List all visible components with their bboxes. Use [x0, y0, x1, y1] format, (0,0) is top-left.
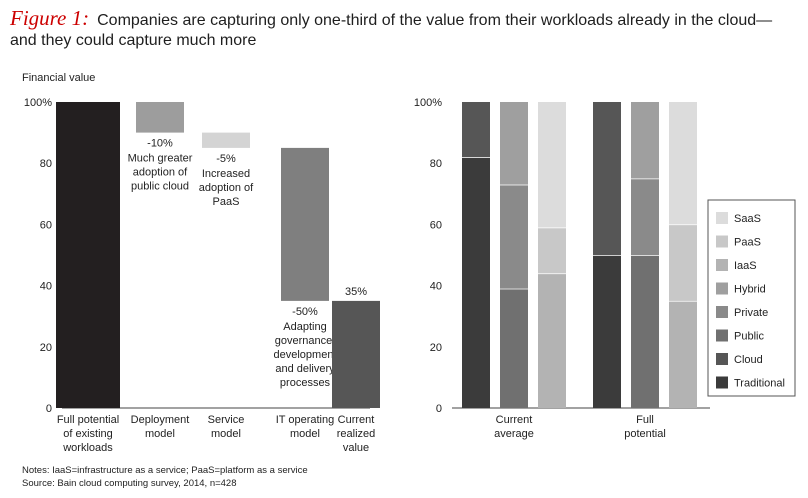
waterfall-annotation-line: development: [274, 349, 337, 361]
legend-swatch: [716, 306, 728, 318]
x-group-label: Full: [636, 414, 654, 426]
waterfall-value-label: -5%: [216, 153, 236, 165]
stacked-segment: [500, 288, 528, 408]
stacked-segment: [462, 102, 490, 158]
chart-title-line-1: Figure 1: Companies are capturing only on…: [10, 6, 772, 31]
footnote-source: Source: Bain cloud computing survey, 201…: [22, 478, 237, 489]
legend-swatch: [716, 353, 728, 365]
x-category-label: Deployment: [131, 414, 190, 426]
stacked-segment: [462, 157, 490, 408]
stacked-segment: [538, 273, 566, 408]
y-tick-label: 40: [40, 281, 52, 293]
stacked-segment: [538, 102, 566, 228]
legend-label: IaaS: [734, 260, 757, 272]
waterfall-annotation-line: Adapting: [283, 321, 326, 333]
legend-swatch: [716, 259, 728, 271]
x-group-label: average: [494, 428, 534, 440]
x-category-label: Full potential: [57, 414, 119, 426]
y-tick-label: 20: [40, 342, 52, 354]
stacked-segment: [669, 300, 697, 408]
waterfall-annotation-line: and delivery: [275, 363, 335, 375]
legend-swatch: [716, 235, 728, 248]
stacked-segment: [593, 102, 621, 255]
y-tick-label: 0: [46, 403, 52, 415]
x-category-label: Service: [208, 414, 245, 426]
y-tick-label: 60: [430, 219, 442, 231]
legend-label: PaaS: [734, 237, 761, 249]
waterfall-value-label: -10%: [147, 138, 173, 150]
waterfall-bar-1: [136, 102, 184, 133]
legend-label: Private: [734, 307, 768, 319]
legend-label: SaaS: [734, 213, 761, 225]
waterfall-bar-4: [332, 300, 380, 408]
stacked-segment: [631, 178, 659, 255]
x-category-label: model: [211, 428, 241, 440]
footnote-notes: Notes: IaaS=infrastructure as a service;…: [22, 465, 308, 476]
stacked-segment: [669, 102, 697, 225]
waterfall-annotation-line: public cloud: [131, 181, 189, 193]
stacked-segment: [593, 255, 621, 408]
x-group-label: Current: [496, 414, 533, 426]
y-axis-title: Financial value: [22, 72, 95, 84]
y-tick-label: 80: [430, 158, 442, 170]
y-tick-label: 40: [430, 281, 442, 293]
waterfall-annotation-line: Much greater: [128, 153, 193, 165]
x-category-label: Current: [338, 414, 375, 426]
stacked-segment: [500, 184, 528, 289]
figure-label: Figure 1:: [10, 6, 90, 30]
legend-swatch: [716, 282, 728, 295]
legend-label: Traditional: [734, 378, 785, 390]
stacked-segment: [669, 224, 697, 301]
x-category-label: of existing: [63, 428, 113, 440]
y-tick-label: 80: [40, 158, 52, 170]
waterfall-bar-0: [56, 102, 120, 408]
waterfall-annotation-line: Increased: [202, 168, 250, 180]
waterfall-annotation-line: adoption of: [133, 167, 188, 179]
x-category-label: model: [145, 428, 175, 440]
stacked-segment: [538, 227, 566, 274]
waterfall-annotation-line: processes: [280, 377, 331, 389]
x-category-label: workloads: [62, 442, 113, 454]
legend-label: Public: [734, 331, 764, 343]
stacked-segment: [631, 102, 659, 179]
waterfall-value-label: -50%: [292, 306, 318, 318]
x-group-label: potential: [624, 428, 666, 440]
title-text-1: Companies are capturing only one-third o…: [97, 12, 773, 29]
stacked-segment: [631, 255, 659, 408]
waterfall-annotation-line: governance,: [275, 335, 336, 347]
y-tick-label: 100%: [414, 97, 442, 109]
x-category-label: value: [343, 442, 369, 454]
stacked-segment: [500, 102, 528, 185]
y-tick-label: 60: [40, 219, 52, 231]
x-category-label: IT operating: [276, 414, 335, 426]
waterfall-annotation-line: adoption of: [199, 182, 254, 194]
waterfall-bar-2: [202, 132, 250, 148]
legend-label: Hybrid: [734, 284, 766, 296]
waterfall-bar-3: [281, 147, 329, 301]
waterfall-value-label: 35%: [345, 286, 367, 298]
legend-box: [707, 199, 796, 397]
chart-title-line-2: and they could capture much more: [10, 32, 257, 49]
legend-swatch: [716, 329, 728, 342]
y-tick-label: 100%: [24, 97, 52, 109]
legend-swatch: [716, 212, 728, 224]
legend-swatch: [716, 376, 728, 389]
x-category-label: model: [290, 428, 320, 440]
x-category-label: realized: [337, 428, 376, 440]
legend-label: Cloud: [734, 354, 763, 366]
y-tick-label: 0: [436, 403, 442, 415]
y-tick-label: 20: [430, 342, 442, 354]
waterfall-annotation-line: PaaS: [213, 196, 240, 208]
